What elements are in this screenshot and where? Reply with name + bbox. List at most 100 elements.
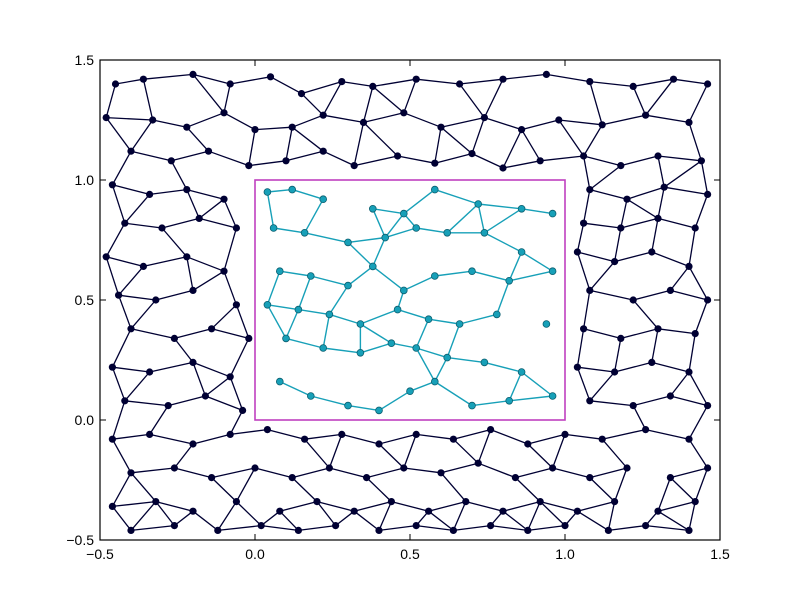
outer-vertex [111, 80, 120, 88]
inner-edge [279, 270, 311, 277]
inner-edge [484, 361, 522, 373]
outer-edge [186, 256, 225, 272]
inner-edge [310, 275, 349, 287]
outer-edge [211, 328, 249, 340]
outer-edge [291, 477, 318, 503]
outer-vertex [648, 358, 656, 366]
outer-edge [403, 112, 442, 128]
outer-edge [502, 129, 523, 169]
outer-edge [576, 366, 591, 402]
outer-vertex [573, 363, 582, 371]
outer-vertex [573, 507, 582, 515]
inner-edge [360, 342, 392, 354]
outer-edge [229, 410, 244, 435]
outer-vertex [139, 262, 147, 270]
y-tick-label: −0.5 [66, 532, 94, 548]
outer-edge [130, 472, 157, 503]
outer-edge [657, 500, 696, 512]
outer-edge [440, 472, 467, 503]
outer-vertex [704, 296, 712, 304]
outer-vertex [412, 430, 420, 438]
inner-edge [521, 371, 554, 397]
outer-edge [527, 524, 566, 532]
outer-vertex [350, 162, 358, 170]
outer-vertex [586, 286, 594, 294]
outer-vertex [170, 464, 178, 472]
outer-edge [248, 160, 287, 167]
outer-edge [490, 428, 529, 445]
outer-edge [106, 116, 153, 121]
outer-vertex [189, 70, 197, 78]
inner-vertex [393, 305, 402, 314]
outer-edge [105, 117, 132, 152]
outer-vertex [691, 330, 699, 338]
outer-edge [173, 443, 194, 469]
inner-vertex [282, 334, 290, 343]
outer-edge [130, 524, 175, 532]
outer-edge [105, 256, 120, 296]
outer-vertex [685, 526, 693, 535]
inner-vertex [356, 348, 365, 357]
outer-edge [192, 510, 219, 531]
outer-vertex [263, 426, 271, 434]
outer-edge [459, 83, 485, 118]
inner-edge [267, 304, 299, 311]
outer-vertex [642, 522, 650, 530]
outer-edge [620, 155, 659, 167]
inner-vertex [505, 276, 514, 285]
outer-edge [291, 114, 324, 128]
inner-edge [372, 208, 404, 215]
outer-edge [416, 433, 454, 440]
inner-edge [266, 191, 275, 229]
outer-vertex [660, 183, 668, 191]
outer-edge [502, 500, 541, 512]
inner-edge [372, 237, 386, 267]
outer-vertex [102, 114, 110, 122]
inner-vertex [517, 205, 526, 213]
outer-edge [198, 198, 225, 219]
inner-vertex [468, 401, 476, 410]
outer-edge [608, 524, 646, 532]
outer-edge [626, 186, 665, 200]
outer-edge [688, 122, 703, 161]
inner-vertex [455, 320, 464, 328]
outer-edge [539, 501, 566, 527]
inner-vertex [356, 320, 365, 328]
inner-vertex [406, 387, 414, 396]
outer-edge [170, 160, 188, 190]
inner-vertex [548, 392, 557, 400]
outer-edge [471, 117, 486, 154]
outer-edge [354, 500, 392, 512]
inner-vertex [517, 368, 526, 376]
outer-vertex [121, 397, 129, 405]
outer-edge [130, 119, 154, 152]
outer-edge [688, 501, 696, 531]
outer-edge [416, 524, 454, 532]
outer-edge [186, 256, 194, 291]
outer-edge [205, 395, 243, 412]
outer-vertex [648, 248, 656, 256]
outer-edge [186, 112, 225, 128]
outer-edge [161, 217, 200, 229]
outer-edge [341, 80, 373, 88]
inner-edge [416, 227, 448, 234]
y-tick-label: 1.5 [75, 52, 95, 68]
outer-vertex [642, 426, 650, 434]
outer-edge [613, 467, 628, 502]
outer-vertex [580, 325, 588, 333]
outer-edge [589, 371, 616, 402]
outer-vertex [666, 474, 675, 482]
outer-vertex [167, 157, 175, 165]
inner-edge [372, 265, 405, 291]
outer-vertex [369, 82, 377, 90]
inner-edge [347, 236, 386, 244]
outer-vertex [487, 522, 495, 530]
outer-vertex [288, 123, 296, 131]
inner-edge [484, 232, 522, 253]
inner-vertex [412, 224, 421, 232]
outer-vertex [183, 253, 191, 261]
inner-edge [266, 304, 287, 339]
outer-edge [589, 165, 622, 191]
inner-vertex [468, 267, 476, 276]
inner-edge [459, 313, 497, 325]
